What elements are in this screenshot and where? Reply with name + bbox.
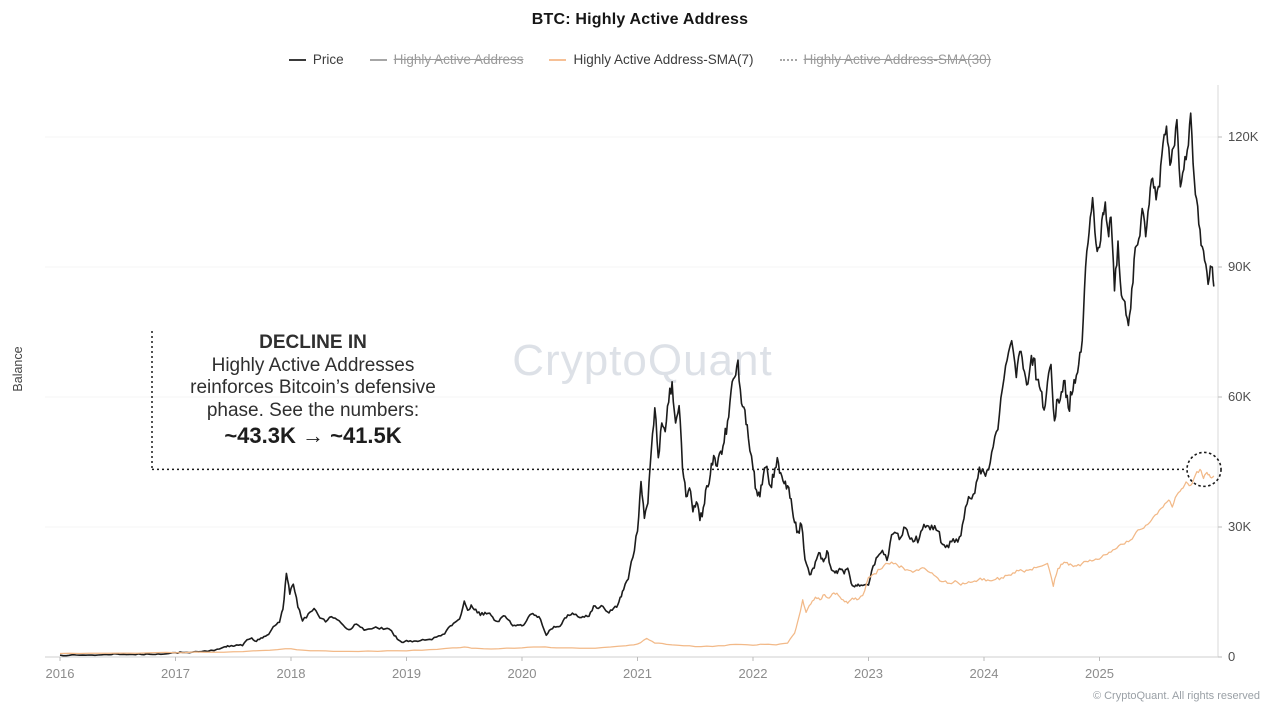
legend-label: Price bbox=[312, 52, 344, 67]
legend-swatch-icon bbox=[369, 58, 387, 61]
legend-swatch-icon bbox=[549, 58, 567, 61]
annotation-text-line: phase. See the numbers: bbox=[206, 399, 420, 421]
y-axis-label: 60K bbox=[1228, 389, 1252, 404]
legend-item-highly-active-address-sma-7-[interactable]: Highly Active Address-SMA(7) bbox=[549, 52, 754, 67]
x-axis-label: 2020 bbox=[507, 666, 537, 681]
y-axis-label: 0 bbox=[1228, 649, 1236, 664]
price-line bbox=[59, 112, 1215, 657]
x-axis-label: 2024 bbox=[969, 666, 999, 681]
legend-item-price[interactable]: Price bbox=[288, 52, 344, 67]
y-axis-label: 90K bbox=[1228, 259, 1252, 274]
legend-item-highly-active-address-sma-30-[interactable]: Highly Active Address-SMA(30) bbox=[779, 52, 992, 67]
legend-label: Highly Active Address-SMA(7) bbox=[573, 52, 754, 67]
x-axis-label: 2022 bbox=[738, 666, 768, 681]
legend: Price Highly Active Address Highly Active … bbox=[0, 52, 1280, 67]
legend-label: Highly Active Address-SMA(30) bbox=[803, 52, 992, 67]
x-axis-label: 2023 bbox=[854, 666, 883, 681]
x-axis-label: 2018 bbox=[276, 666, 306, 681]
x-axis-label: 2017 bbox=[161, 666, 190, 681]
y-axis-label: 30K bbox=[1228, 519, 1252, 534]
sma7-line bbox=[59, 468, 1215, 655]
legend-swatch-icon bbox=[288, 58, 306, 61]
annotation-numbers: ~43.3K → ~41.5K bbox=[224, 423, 402, 448]
x-axis-label: 2025 bbox=[1085, 666, 1114, 681]
page-title: BTC: Highly Active Address bbox=[531, 11, 749, 28]
legend-item-highly-active-address[interactable]: Highly Active Address bbox=[369, 52, 524, 67]
x-axis-label: 2019 bbox=[392, 666, 421, 681]
legend-swatch-icon bbox=[779, 58, 797, 61]
legend-label: Highly Active Address bbox=[393, 52, 524, 67]
cryptoquant-watermark: CryptoQuant bbox=[512, 336, 773, 385]
annotation-text-line: Highly Active Addresses bbox=[211, 354, 415, 376]
copyright-footer: © CryptoQuant. All rights reserved bbox=[1092, 690, 1260, 702]
annotation-text-line: reinforces Bitcoin’s defensive bbox=[190, 377, 436, 398]
annotation-box: DECLINE IN Highly Active Addresses reinf… bbox=[163, 332, 463, 448]
highlight-circle bbox=[1186, 451, 1222, 488]
y-axis-label: 120K bbox=[1228, 129, 1259, 144]
x-axis-label: 2016 bbox=[45, 666, 75, 681]
annotation-title: DECLINE IN bbox=[259, 332, 367, 353]
x-axis-label: 2021 bbox=[623, 666, 652, 681]
